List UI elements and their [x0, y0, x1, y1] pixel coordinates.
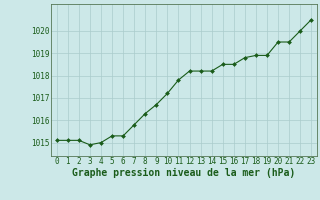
X-axis label: Graphe pression niveau de la mer (hPa): Graphe pression niveau de la mer (hPa) — [72, 168, 296, 178]
